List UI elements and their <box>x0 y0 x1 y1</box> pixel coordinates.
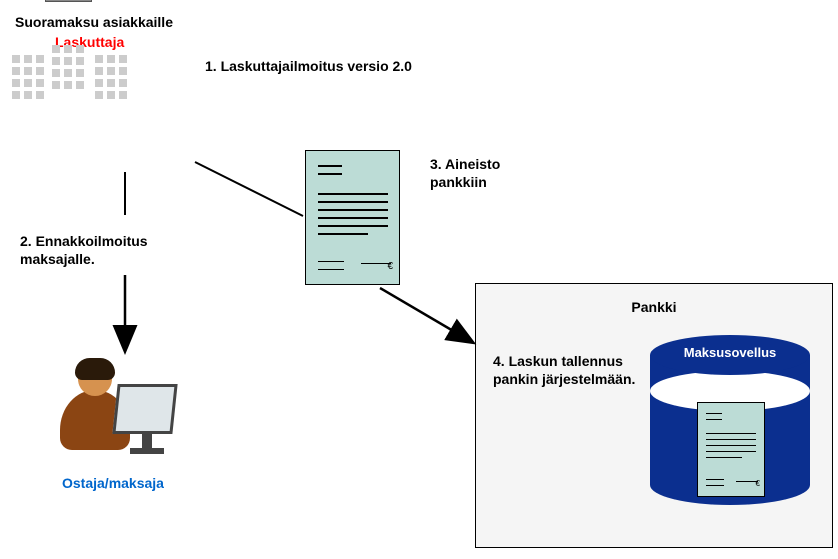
user-icon <box>60 360 190 460</box>
step-2-line1: 2. Ennakkoilmoitus <box>20 233 148 249</box>
step-4-line1: 4. Laskun tallennus <box>493 353 623 369</box>
step-3-line1: 3. Aineisto <box>430 156 500 172</box>
invoice-small-icon: € <box>697 402 765 497</box>
diagram-title: Suoramaksu asiakkaille <box>15 14 173 30</box>
step-3-text: 3. Aineisto pankkiin <box>430 155 500 191</box>
step-4-line2: pankin järjestelmään. <box>493 371 635 387</box>
cylinder-label: Maksusovellus <box>650 345 810 360</box>
bank-title: Pankki <box>476 299 832 315</box>
diagram-canvas: Suoramaksu asiakkaille Laskuttaja 1. Las… <box>0 0 838 559</box>
invoice-icon: € <box>305 150 400 285</box>
step-4-text: 4. Laskun tallennus pankin järjestelmään… <box>493 352 635 388</box>
step-2-text: 2. Ennakkoilmoitus maksajalle. <box>20 232 148 268</box>
step-3-line2: pankkiin <box>430 174 487 190</box>
step-2-line2: maksajalle. <box>20 251 95 267</box>
step-1-text: 1. Laskuttajailmoitus versio 2.0 <box>205 57 412 75</box>
buyer-label: Ostaja/maksaja <box>62 475 164 491</box>
